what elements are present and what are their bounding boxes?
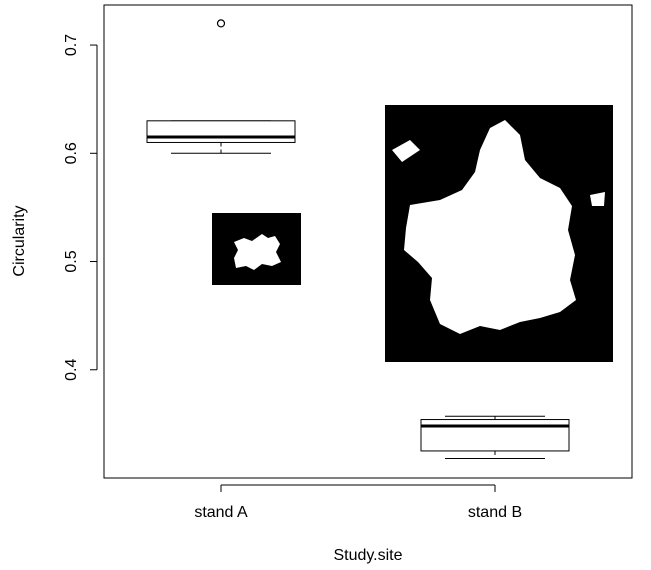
y-axis-label: Circularity <box>11 205 28 276</box>
x-tick-label: stand B <box>468 504 522 521</box>
box <box>147 121 295 143</box>
chart: Circularity Study.site 0.4 0.5 0.6 0.7 stand… <box>0 0 651 570</box>
box <box>421 420 569 451</box>
y-tick-label: 0.4 <box>63 359 80 381</box>
y-tick-label: 0.5 <box>63 250 80 272</box>
y-tick-label: 0.7 <box>63 34 80 56</box>
outlier <box>218 20 225 27</box>
x-axis-label: Study.site <box>333 547 402 564</box>
x-tick-label: stand A <box>194 504 248 521</box>
inset-image-b <box>385 105 613 362</box>
y-tick-label: 0.6 <box>63 142 80 164</box>
inset-image-a <box>212 213 301 285</box>
